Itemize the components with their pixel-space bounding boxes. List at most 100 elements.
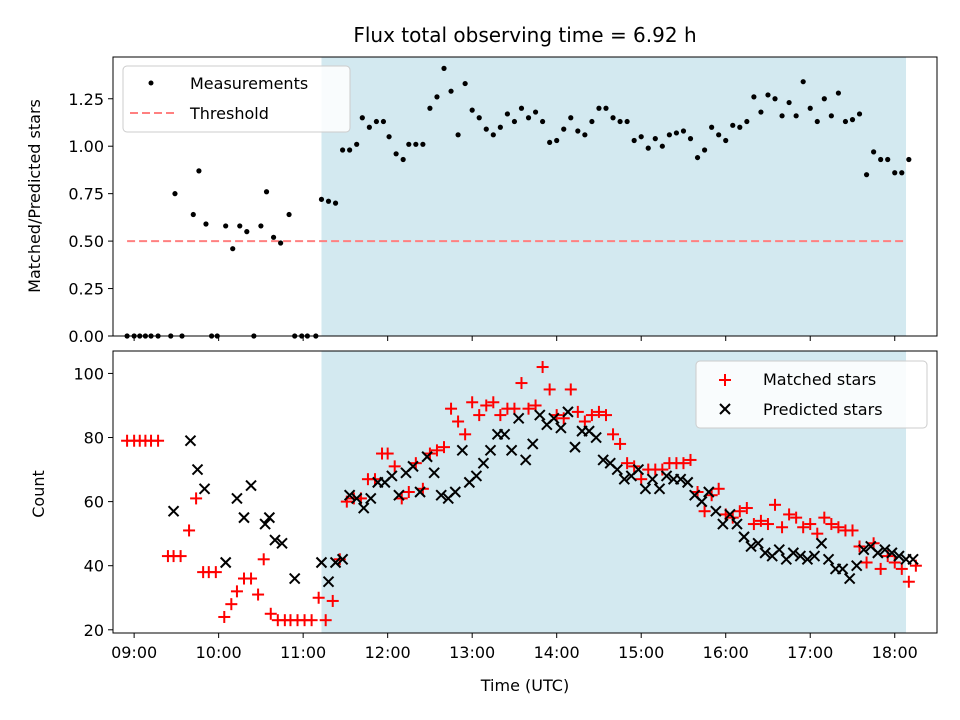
legend-measurements-marker — [148, 80, 154, 86]
measurement-point — [596, 105, 602, 111]
predicted-star-point — [259, 518, 271, 530]
measurement-point — [263, 189, 270, 195]
predicted-star-point — [893, 550, 905, 562]
measurement-point — [190, 211, 196, 218]
top-y-axis-label: Matched/Predicted stars — [25, 99, 44, 293]
matched-star-point — [846, 524, 859, 537]
measurement-point — [652, 136, 658, 142]
predicted-star-point — [548, 412, 560, 425]
predicted-star-point — [393, 489, 405, 501]
bottom-panel: 09:00 10:00 11:00 12:00 13:00 14:00 15:00 16:00… — [29, 350, 938, 695]
legend-matched-label: Matched stars — [763, 370, 876, 389]
measurement-point — [863, 172, 870, 178]
matched-star-point — [557, 412, 570, 425]
measurement-point — [624, 118, 630, 125]
bottom-x-tick-label: 11:00 — [280, 643, 326, 662]
predicted-star-point — [759, 547, 771, 559]
predicted-star-point — [710, 505, 722, 517]
matched-star-point — [860, 556, 873, 569]
predicted-star-point — [738, 531, 750, 543]
matched-star-point — [430, 444, 443, 457]
matched-star-point — [754, 514, 767, 527]
top-chart-title: Flux total observing time = 6.92 h — [353, 23, 696, 47]
matched-star-point — [564, 383, 577, 396]
predicted-star-point — [449, 486, 461, 498]
bottom-x-axis-label: Time (UTC) — [480, 676, 569, 695]
measurement-point — [744, 118, 750, 125]
measurement-point — [547, 139, 553, 146]
measurement-point — [497, 124, 503, 130]
matched-star-point — [466, 396, 479, 409]
predicted-star-point — [263, 511, 276, 524]
matched-star-point — [621, 457, 634, 470]
predicted-star-point — [660, 470, 673, 482]
matched-star-point — [190, 492, 203, 505]
bottom-y-tick-label: 100 — [73, 364, 104, 383]
measurement-point — [347, 147, 353, 153]
predicted-star-point — [534, 409, 546, 421]
predicted-star-point — [477, 457, 490, 469]
bottom-y-tick-label: 20 — [84, 621, 104, 640]
measurement-point — [203, 221, 209, 227]
predicted-star-point — [519, 454, 532, 466]
top-legend-box — [122, 65, 351, 133]
legend-matched-marker — [719, 374, 731, 386]
measurement-point — [554, 137, 560, 144]
measurement-point — [339, 147, 346, 153]
predicted-star-point — [231, 492, 243, 505]
measurement-point — [386, 134, 392, 140]
matched-star-point — [684, 453, 697, 466]
measurement-point — [772, 96, 778, 102]
matched-star-point — [209, 566, 222, 579]
predicted-star-point — [198, 483, 211, 495]
measurement-point — [821, 96, 827, 102]
predicted-star-point — [322, 576, 335, 588]
predicted-star-point — [843, 572, 856, 585]
matched-star-point — [230, 585, 243, 598]
measurement-point — [878, 156, 884, 163]
measurements-series — [124, 65, 912, 339]
measurement-point — [223, 223, 229, 229]
matched-star-point — [761, 518, 774, 531]
measurement-point — [701, 147, 708, 153]
measurement-point — [318, 196, 325, 202]
matched-star-point — [614, 437, 627, 450]
matched-star-point — [677, 457, 690, 470]
predicted-star-point — [618, 473, 631, 485]
measurement-point — [892, 170, 898, 176]
predicted-star-point — [456, 444, 469, 457]
top-y-tick-label: 0.50 — [68, 232, 104, 251]
measurement-point — [476, 115, 482, 121]
matched-star-point — [225, 598, 238, 611]
measurement-point — [393, 151, 399, 157]
predicted-star-point — [590, 431, 602, 444]
predicted-star-point — [886, 547, 898, 559]
top-y-tick-label: 1.00 — [68, 137, 104, 156]
measurement-point — [568, 115, 574, 121]
matched-star-point — [487, 396, 500, 409]
predicted-star-point — [358, 502, 370, 514]
top-y-tick-label: 0.75 — [68, 185, 104, 204]
predicted-star-point — [851, 559, 863, 572]
matched-star-point — [571, 405, 584, 418]
measurement-point — [406, 141, 412, 147]
predicted-star-point — [219, 556, 232, 569]
predicted-star-point — [343, 489, 356, 501]
measurement-point — [779, 113, 785, 119]
matched-star-point — [305, 614, 318, 627]
bottom-x-tick-label: 13:00 — [449, 643, 495, 662]
measurement-point — [666, 132, 672, 138]
top-y-tick-label: 1.25 — [68, 90, 104, 109]
measurement-point — [483, 126, 489, 132]
matched-star-point — [607, 428, 620, 441]
bottom-plot-frame — [112, 350, 938, 634]
predicted-star-point — [512, 412, 525, 425]
matched-star-point — [874, 562, 887, 575]
legend-measurements-label: Measurements — [190, 74, 308, 93]
predicted-star-point — [703, 486, 715, 498]
measurement-point — [709, 124, 715, 130]
measurement-point — [751, 94, 757, 100]
measurement-point — [885, 156, 891, 163]
predicted-star-point — [597, 454, 609, 466]
